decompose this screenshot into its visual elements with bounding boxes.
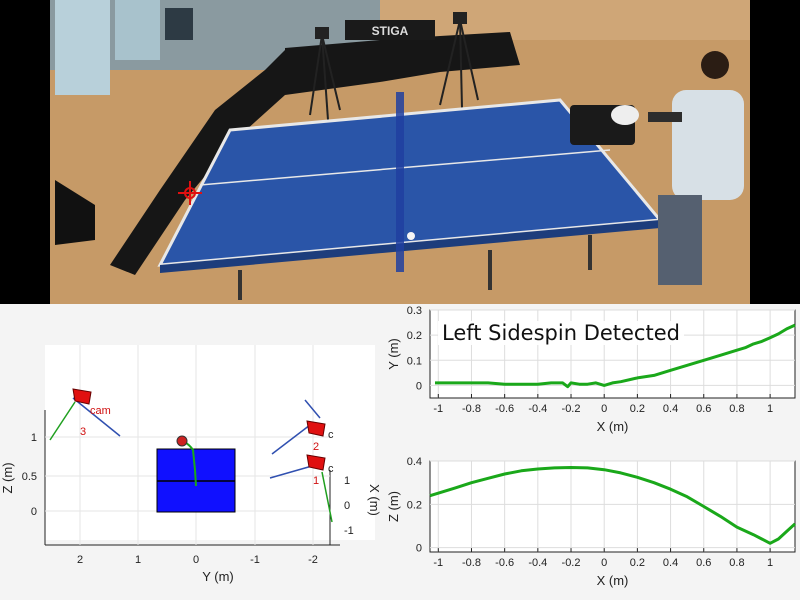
window	[115, 0, 160, 60]
camera-number: 2	[313, 441, 319, 453]
y-tick-label: 0	[416, 543, 422, 555]
series-line	[429, 466, 797, 545]
plot-area	[429, 460, 796, 553]
controller	[648, 112, 682, 122]
x-tick-label: -0.6	[495, 557, 514, 569]
camera-number: 3	[80, 426, 86, 438]
table-centerline	[199, 149, 611, 186]
camera-ray	[72, 397, 121, 437]
y-tick-label: 0.3	[407, 305, 422, 317]
x-tick-label: 0	[601, 403, 607, 415]
camera-label: cam	[90, 405, 111, 417]
net-sign-board	[345, 20, 435, 40]
y-axis-label: Y (m)	[202, 569, 234, 584]
x-tick-label: 0	[344, 500, 350, 512]
ball-marker	[176, 435, 188, 447]
y-tick-label: 0.2	[407, 330, 422, 342]
y-tick-label: 0.1	[407, 355, 422, 367]
barrier	[110, 50, 285, 275]
x-tick-label: -0.4	[528, 403, 547, 415]
x-axis-label: X (m)	[367, 484, 382, 516]
y-axis-label: Z (m)	[386, 491, 401, 522]
y-tick-label: 1	[135, 554, 141, 566]
x-tick-label: 1	[767, 557, 773, 569]
x-tick-label: -0.4	[528, 557, 547, 569]
camera-icon	[306, 454, 326, 471]
camera-label: c	[328, 429, 334, 441]
x-axis-label: X (m)	[597, 573, 629, 588]
series-line	[435, 323, 796, 389]
x-tick-label: 0.4	[663, 557, 678, 569]
camera-ray	[49, 401, 76, 441]
x-tick-label: 0.6	[696, 557, 711, 569]
x-tick-label: -0.8	[462, 557, 481, 569]
window	[55, 0, 110, 95]
camera-ray	[269, 465, 313, 479]
z-tick-label: 1	[31, 432, 37, 444]
camera-icon	[72, 388, 92, 405]
x-tick-label: -1	[344, 525, 354, 537]
z-tick-label: 0.5	[22, 471, 37, 483]
y-tick-label: 0	[416, 380, 422, 392]
y-tick-label: -1	[250, 554, 260, 566]
x-tick-label: 0.2	[630, 557, 645, 569]
x-tick-label: -0.2	[562, 403, 581, 415]
y-tick-label: 0.4	[407, 456, 422, 468]
person-legs	[658, 195, 702, 285]
tripod-right	[439, 12, 479, 109]
z-tick-label: 0	[31, 506, 37, 518]
target-marker-icon	[178, 181, 202, 205]
camera-icon	[306, 420, 326, 437]
tripod-left	[309, 27, 341, 121]
y-axis-label: Y (m)	[386, 338, 401, 370]
x-tick-label: 0.2	[630, 403, 645, 415]
camera-ray	[321, 471, 333, 523]
camera-ray	[304, 399, 321, 419]
net-sign: STIGA	[372, 24, 409, 38]
far-floor	[380, 0, 750, 40]
table-legs	[238, 235, 592, 300]
y-tick-label: 0	[193, 554, 199, 566]
x-tick-label: 1	[344, 475, 350, 487]
x-axis-label: X (m)	[597, 419, 629, 434]
y-tick-label: -2	[308, 554, 318, 566]
x-tick-label: 1	[767, 403, 773, 415]
ball	[407, 232, 415, 240]
camera-number: 1	[313, 475, 319, 487]
x-tick-label: -1	[433, 557, 443, 569]
ball-hopper	[611, 105, 639, 125]
camera-view-photo: STIGA	[50, 0, 750, 304]
x-tick-label: 0	[601, 557, 607, 569]
x-tick-label: -0.2	[562, 557, 581, 569]
x-tick-label: 0.6	[696, 403, 711, 415]
x-tick-label: 0.4	[663, 403, 678, 415]
table-edge	[160, 220, 660, 273]
x-tick-label: -0.6	[495, 403, 514, 415]
x-tick-label: 0.8	[729, 557, 744, 569]
person-head	[701, 51, 729, 79]
y-tick-label: 2	[77, 554, 83, 566]
x-tick-label: 0.8	[729, 403, 744, 415]
spin-detected-label: Left Sidespin Detected	[438, 321, 684, 345]
camera-label: c	[328, 463, 334, 475]
barrier	[55, 180, 95, 245]
table-net	[396, 92, 404, 272]
camera-ray	[271, 424, 311, 455]
z-axis-label: Z (m)	[0, 462, 15, 493]
x-tick-label: -0.8	[462, 403, 481, 415]
door	[165, 8, 193, 40]
y-tick-label: 0.2	[407, 499, 422, 511]
x-tick-label: -1	[433, 403, 443, 415]
person-shirt	[672, 90, 744, 200]
